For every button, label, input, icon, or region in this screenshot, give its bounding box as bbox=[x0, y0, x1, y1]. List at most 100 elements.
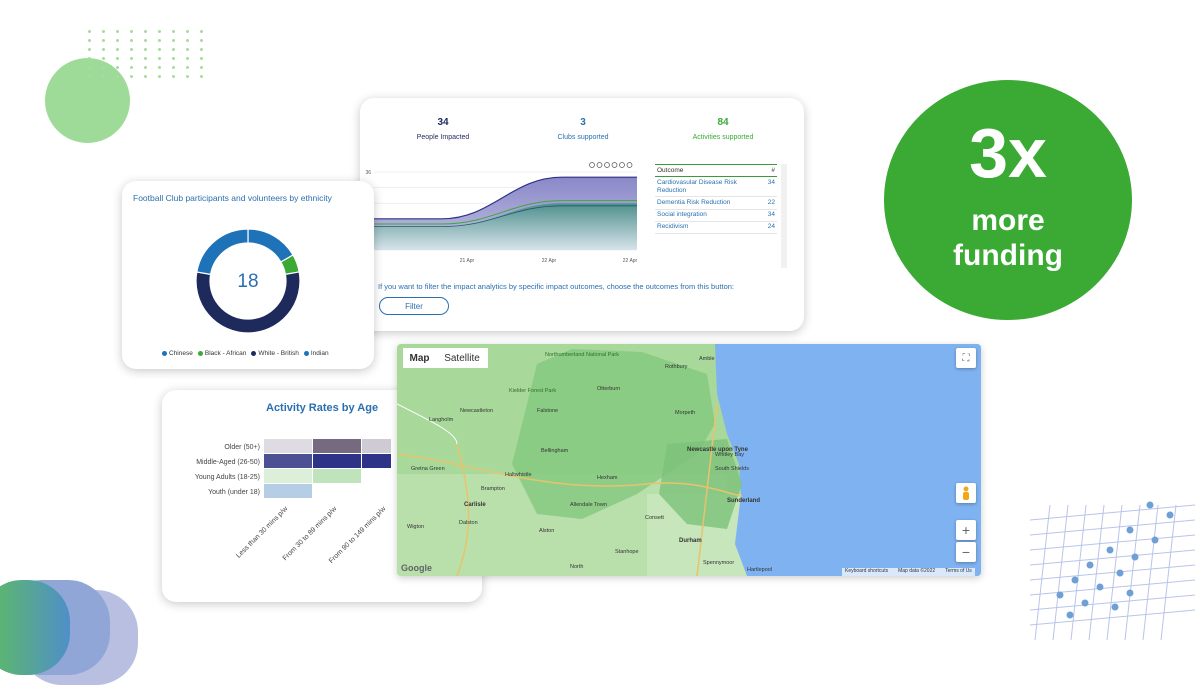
heatmap-cell[interactable] bbox=[264, 439, 312, 453]
legend-item[interactable]: Chinese bbox=[162, 350, 193, 357]
decor-grid-dot bbox=[1151, 536, 1159, 544]
outcome-name: Dementia Risk Reduction bbox=[657, 198, 731, 206]
decor-grid-dot bbox=[1066, 611, 1074, 619]
decor-dot bbox=[172, 57, 175, 60]
outcomes-row[interactable]: Dementia Risk Reduction 22 bbox=[655, 197, 777, 210]
decor-grid-dot bbox=[1166, 511, 1174, 519]
decor-dot-grid bbox=[88, 30, 208, 78]
stat-value: 3 bbox=[580, 117, 586, 128]
legend-label: Chinese bbox=[169, 350, 193, 357]
map-footer-link[interactable]: Keyboard shortcuts bbox=[845, 568, 889, 574]
heatmap-cell[interactable] bbox=[362, 484, 391, 498]
map-footer-link[interactable]: Map data ©2022 bbox=[898, 568, 936, 574]
decor-dot bbox=[144, 57, 147, 60]
stat-label: Clubs supported bbox=[557, 134, 609, 141]
decor-dot bbox=[144, 30, 147, 33]
magnifier-icon[interactable] bbox=[604, 162, 610, 168]
heatmap-cell[interactable] bbox=[362, 454, 391, 468]
outcome-count: 22 bbox=[767, 198, 775, 206]
decor-dot bbox=[144, 39, 147, 42]
map-tab-map[interactable]: Map bbox=[403, 348, 436, 368]
zoom-out-icon[interactable] bbox=[596, 162, 603, 168]
decor-dot bbox=[88, 57, 91, 60]
decor-dot bbox=[88, 75, 91, 78]
decor-dot bbox=[102, 57, 105, 60]
map-place-label: Northumberland National Park bbox=[545, 352, 619, 358]
decor-grid-dot bbox=[1071, 576, 1079, 584]
map-place-label: Bellingham bbox=[541, 448, 569, 454]
decor-grid-line bbox=[1030, 534, 1196, 551]
donut-slice-indian[interactable] bbox=[196, 228, 249, 276]
map-place-label: Sunderland bbox=[727, 498, 761, 504]
decor-grid-line bbox=[1030, 594, 1196, 611]
map-tab-satellite[interactable]: Satellite bbox=[436, 348, 488, 368]
heatmap-cell[interactable] bbox=[313, 439, 361, 453]
zoom-in-icon[interactable] bbox=[589, 162, 595, 168]
heatmap-cell[interactable] bbox=[264, 469, 312, 483]
decor-dot bbox=[102, 66, 105, 69]
donut-slice-chinese[interactable] bbox=[247, 228, 294, 263]
map-place-label: Brampton bbox=[481, 486, 505, 492]
decor-grid-dot bbox=[1081, 599, 1089, 607]
map-place-label: Hexham bbox=[597, 475, 618, 481]
legend-item[interactable]: Indian bbox=[303, 350, 329, 357]
map-panel[interactable]: Northumberland National Park Rothbury Ambl… bbox=[397, 344, 981, 576]
map-place-label: Falstone bbox=[537, 408, 559, 414]
map-place-label: North bbox=[570, 564, 584, 570]
x-tick-label: 22 Apr bbox=[542, 258, 557, 264]
decor-grid-dot bbox=[1116, 569, 1124, 577]
filter-button[interactable]: Filter bbox=[379, 297, 449, 315]
legend-label: Indian bbox=[310, 350, 329, 357]
map-footer-link[interactable]: Terms of Us bbox=[945, 568, 972, 574]
donut-slice-white-british[interactable] bbox=[195, 271, 301, 334]
decor-dot bbox=[88, 48, 91, 51]
stat-value: 84 bbox=[717, 117, 729, 128]
map-place-label: South Shields bbox=[715, 466, 749, 472]
legend-item[interactable]: Black - African bbox=[197, 350, 246, 357]
decor-dot bbox=[200, 66, 203, 69]
heatmap-cell[interactable] bbox=[264, 484, 312, 498]
heatmap-cell[interactable] bbox=[313, 454, 361, 468]
decor-grid-dot bbox=[1111, 603, 1119, 611]
heatmap-cell[interactable] bbox=[362, 469, 391, 483]
heatmap-cell[interactable] bbox=[264, 454, 312, 468]
map-place-label: Gretna Green bbox=[411, 466, 445, 472]
pan-icon[interactable] bbox=[611, 162, 618, 168]
menu-icon[interactable] bbox=[626, 162, 633, 168]
home-icon[interactable] bbox=[619, 162, 625, 168]
map-canvas[interactable] bbox=[397, 344, 981, 576]
series-line-green bbox=[374, 200, 637, 225]
outcomes-scrollbar[interactable] bbox=[781, 164, 787, 268]
map-place-label: Stanhope bbox=[615, 549, 639, 555]
heatmap-column-label: Less than 30 mins p/w bbox=[235, 505, 290, 560]
decor-dot bbox=[116, 39, 119, 42]
decor-dot bbox=[158, 57, 161, 60]
decor-dot bbox=[186, 75, 189, 78]
decor-dot bbox=[102, 39, 105, 42]
decor-grid-line bbox=[1030, 609, 1196, 626]
pegman-icon[interactable] bbox=[956, 483, 976, 503]
heatmap-cell[interactable] bbox=[313, 484, 361, 498]
map-place-label: Carlisle bbox=[464, 502, 486, 508]
stat-value: 34 bbox=[437, 117, 449, 128]
decor-grid-line bbox=[1052, 504, 1069, 641]
zoom-out-button[interactable]: − bbox=[956, 542, 976, 562]
map-place-label: Durham bbox=[679, 538, 702, 544]
decor-grid-line bbox=[1088, 504, 1105, 641]
heatmap-cell[interactable] bbox=[313, 469, 361, 483]
outcomes-row[interactable]: Social integration 34 bbox=[655, 210, 777, 222]
heatmap-row-label: Young Adults (18-25) bbox=[195, 474, 260, 481]
outcomes-row[interactable]: Cardiovasular Disease Risk Reduction 34 bbox=[655, 177, 777, 198]
map-footer: Keyboard shortcuts Map data ©2022 Terms of… bbox=[842, 568, 975, 576]
decor-dot bbox=[88, 66, 91, 69]
ethnicity-title: Football Club participants and volunteer… bbox=[133, 193, 332, 203]
heatmap-cell[interactable] bbox=[362, 439, 391, 453]
zoom-in-button[interactable]: + bbox=[956, 520, 976, 540]
decor-grid-line bbox=[1160, 504, 1177, 641]
legend-item[interactable]: White - British bbox=[251, 350, 299, 357]
outcomes-row[interactable]: Recidivism 24 bbox=[655, 222, 777, 234]
series-area-bottom bbox=[374, 203, 637, 250]
decor-grid-line bbox=[1030, 564, 1196, 581]
decor-grid-dot bbox=[1086, 561, 1094, 569]
fullscreen-icon[interactable]: ⛶ bbox=[956, 348, 976, 368]
